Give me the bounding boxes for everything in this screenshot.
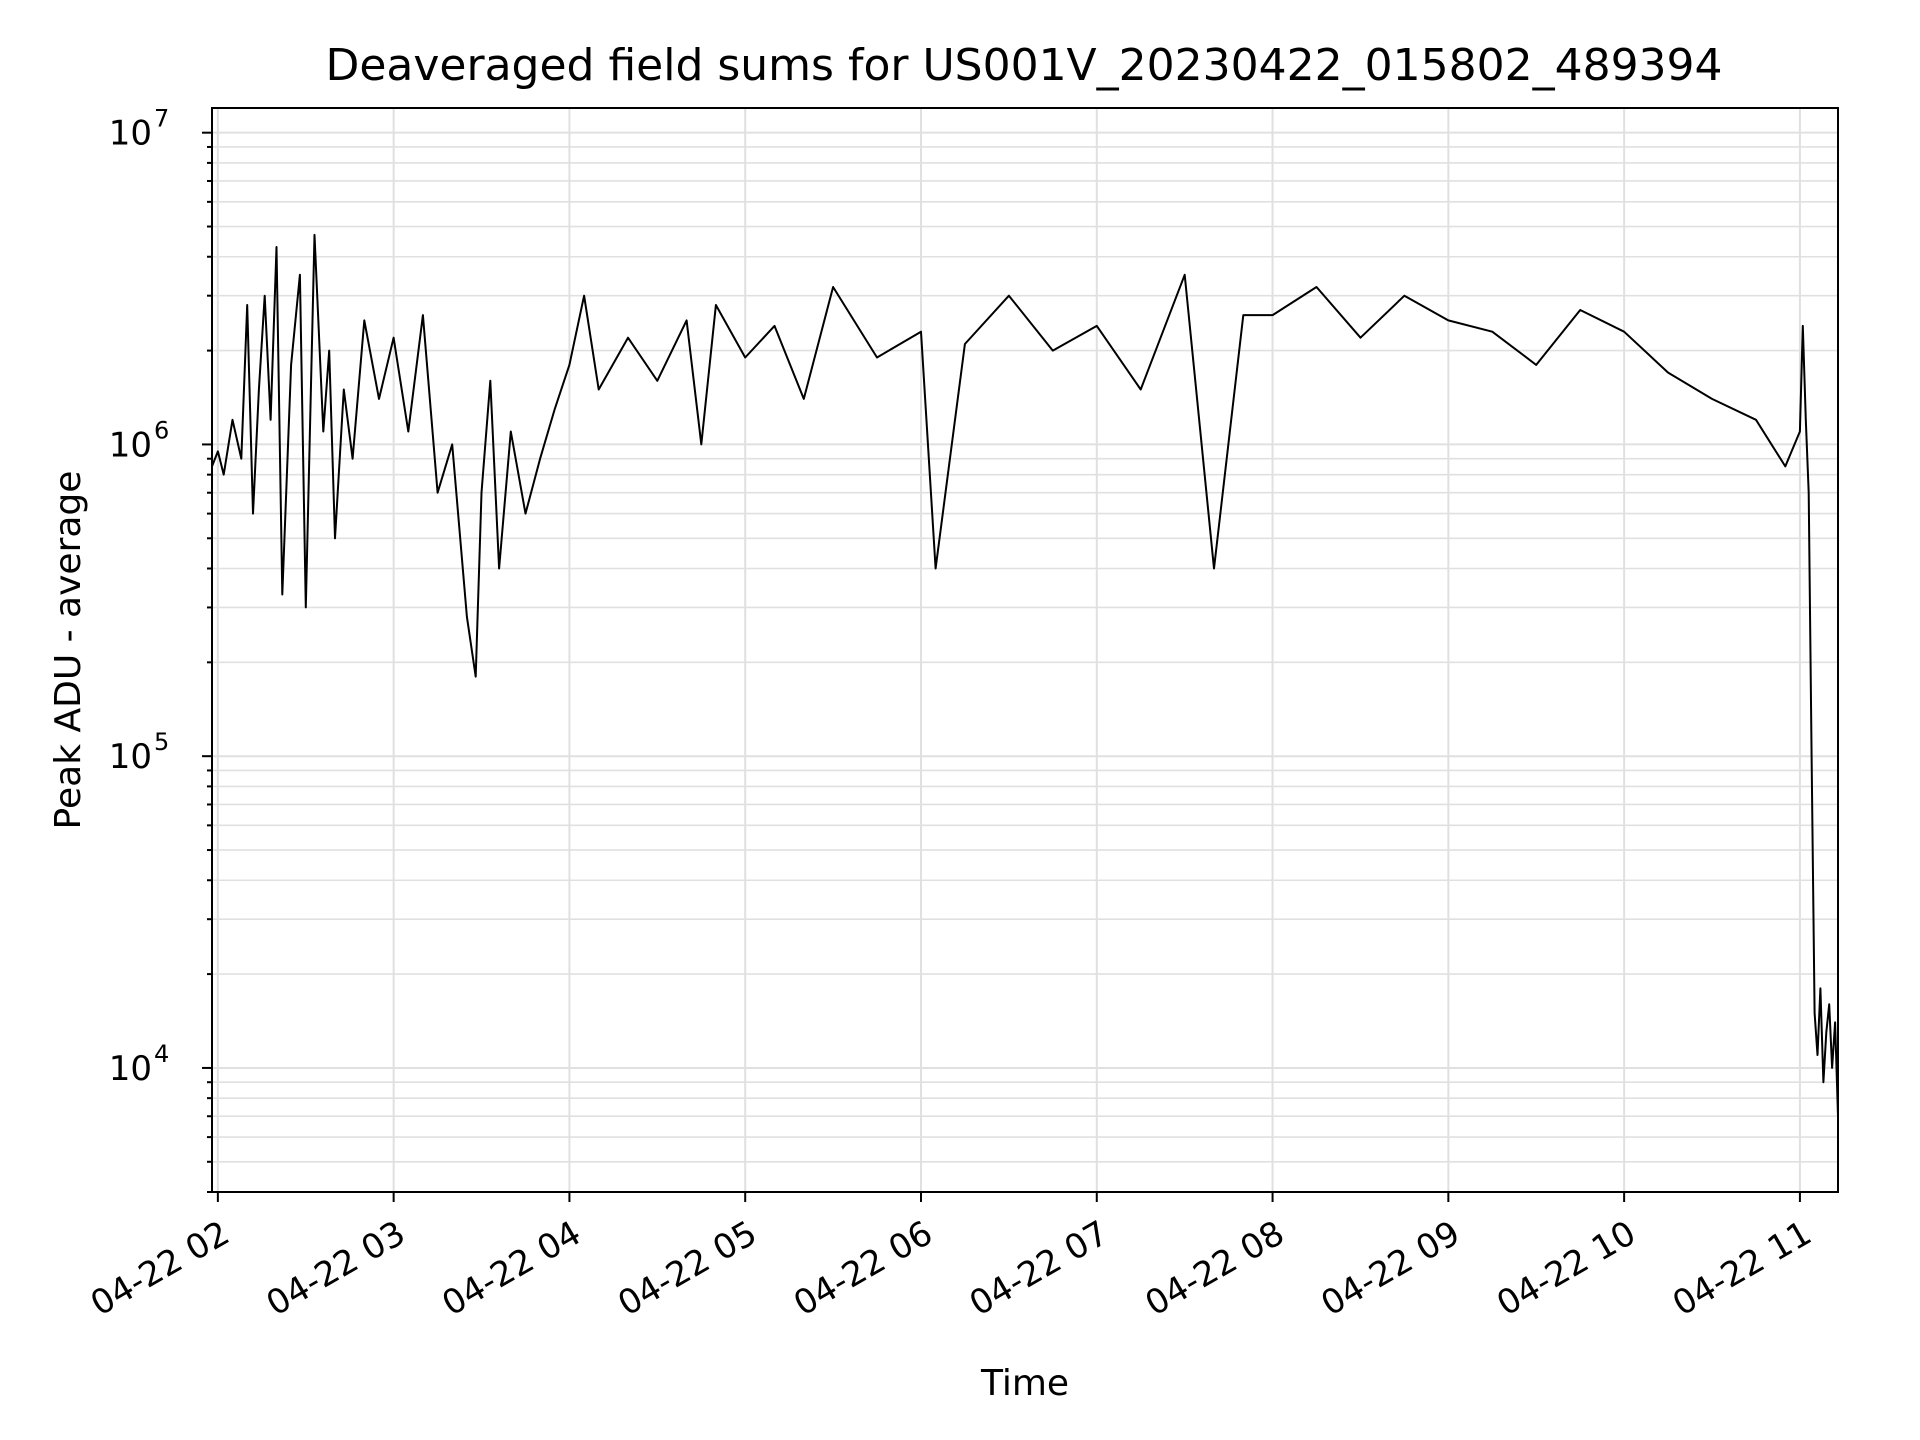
x-tick-label: 04-22 06 — [787, 1213, 939, 1324]
x-tick-label: 04-22 09 — [1314, 1213, 1466, 1324]
x-axis-label: Time — [980, 1363, 1069, 1404]
x-tick-label: 04-22 10 — [1490, 1213, 1642, 1324]
x-tick-label: 04-22 04 — [436, 1213, 588, 1324]
chart-title: Deaveraged field sums for US001V_2023042… — [325, 40, 1722, 91]
grid — [212, 108, 1838, 1193]
y-tick-label: 10 — [109, 1049, 152, 1089]
series-group — [211, 233, 1839, 1117]
y-tick-label: 10 — [109, 425, 152, 465]
y-tick-exponent: 4 — [154, 1040, 169, 1068]
x-tick-label: 04-22 08 — [1139, 1213, 1291, 1324]
x-tick-label: 04-22 03 — [260, 1213, 412, 1324]
x-tick-label: 04-22 11 — [1666, 1213, 1818, 1324]
x-tick-label: 04-22 07 — [963, 1213, 1115, 1324]
y-tick-label: 10 — [109, 114, 152, 154]
x-tick-label: 04-22 05 — [611, 1213, 763, 1324]
y-tick-exponent: 6 — [154, 416, 169, 444]
y-axis-label: Peak ADU - average — [48, 471, 89, 830]
y-tick-exponent: 7 — [154, 105, 169, 133]
y-tick-exponent: 5 — [154, 728, 169, 756]
x-tick-label: 04-22 02 — [84, 1213, 236, 1324]
y-tick-label: 10 — [109, 737, 152, 777]
plot-frame — [211, 107, 1839, 1193]
x-axis: 04-22 02 04-22 03 04-22 04 04-22 05 04-22 06… — [84, 1192, 1818, 1324]
series-line — [211, 233, 1839, 1117]
